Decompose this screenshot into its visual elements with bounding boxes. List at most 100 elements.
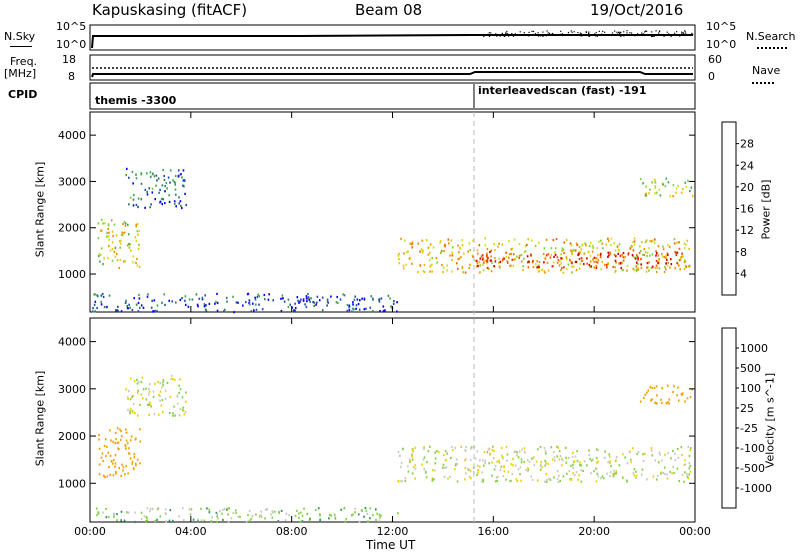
heatmap-cell — [248, 299, 251, 302]
heatmap-cell — [208, 508, 210, 511]
nsearch-dot — [616, 33, 619, 35]
heatmap-cell — [123, 260, 125, 263]
heatmap-cell — [593, 470, 595, 473]
heatmap-cell — [491, 261, 493, 264]
heatmap-cell — [403, 267, 405, 270]
heatmap-cell — [456, 458, 458, 461]
heatmap-cell — [431, 469, 434, 472]
heatmap-cell — [121, 231, 123, 234]
heatmap-cell — [664, 453, 666, 456]
heatmap-cell — [650, 399, 652, 402]
heatmap-cell — [543, 247, 546, 250]
heatmap-cell — [667, 181, 670, 184]
heatmap-cell — [687, 445, 689, 449]
heatmap-cell — [376, 512, 378, 515]
heatmap-cell — [232, 511, 235, 514]
heatmap-cell — [464, 466, 467, 470]
nsearch-dot — [547, 32, 549, 34]
heatmap-cell — [248, 509, 251, 513]
heatmap-cell — [255, 513, 257, 516]
heatmap-cell — [451, 259, 453, 262]
heatmap-cell — [661, 387, 664, 390]
heatmap-cell — [135, 261, 137, 264]
heatmap-cell — [204, 308, 207, 311]
heatmap-cell — [294, 514, 297, 517]
heatmap-cell — [267, 298, 270, 301]
heatmap-cell — [100, 253, 102, 256]
heatmap-cell — [578, 258, 581, 261]
heatmap-cell — [402, 264, 405, 267]
nsearch-dot — [508, 35, 510, 37]
heatmap-cell — [287, 305, 290, 309]
heatmap-cell — [127, 223, 129, 226]
heatmap-cell — [114, 431, 117, 434]
nsearch-dot — [681, 33, 683, 35]
heatmap-cell — [439, 251, 442, 255]
heatmap-cell — [488, 447, 491, 450]
heatmap-cell — [102, 222, 104, 225]
heatmap-cell — [558, 474, 560, 477]
heatmap-cell — [588, 244, 591, 248]
heatmap-cell — [237, 515, 240, 518]
heatmap-cell — [168, 519, 171, 522]
heatmap-cell — [564, 446, 567, 449]
heatmap-cell — [164, 397, 167, 400]
heatmap-cell — [513, 258, 515, 261]
heatmap-cell — [263, 293, 266, 297]
heatmap-cell — [489, 452, 491, 455]
heatmap-cell — [169, 395, 172, 398]
heatmap-cell — [144, 188, 147, 191]
heatmap-cell — [436, 261, 438, 264]
heatmap-cell — [355, 304, 358, 307]
heatmap-cell — [682, 255, 684, 258]
heatmap-cell — [561, 457, 563, 460]
heatmap-cell — [570, 464, 572, 467]
heatmap-cell — [443, 475, 446, 478]
heatmap-cell — [118, 466, 120, 470]
heatmap-cell — [654, 186, 657, 189]
heatmap-cell — [431, 479, 434, 482]
heatmap-cell — [222, 518, 224, 521]
heatmap-cell — [327, 301, 330, 304]
heatmap-cell — [465, 445, 467, 449]
heatmap-cell — [422, 458, 425, 461]
x-tick-label: 12:00 — [377, 525, 409, 538]
heatmap-cell — [150, 306, 153, 309]
heatmap-cell — [102, 511, 104, 514]
heatmap-cell — [557, 480, 560, 484]
heatmap-cell — [343, 294, 346, 297]
nsky-panel-frame — [89, 24, 696, 51]
heatmap-cell — [595, 260, 597, 263]
heatmap-cell — [646, 266, 648, 269]
heatmap-cell — [472, 239, 474, 242]
heatmap-cell — [142, 306, 145, 309]
heatmap-cell — [649, 240, 651, 243]
nsearch-dot — [537, 32, 539, 34]
heatmap-cell — [549, 256, 552, 259]
heatmap-cell — [441, 466, 444, 469]
nsearch-dot — [679, 35, 681, 37]
heatmap-cell — [531, 239, 533, 242]
heatmap-cell — [120, 474, 122, 478]
heatmap-cell — [100, 303, 103, 306]
heatmap-cell — [635, 270, 638, 273]
heatmap-cell — [254, 296, 256, 299]
heatmap-cell — [126, 304, 128, 308]
heatmap-cell — [114, 442, 116, 445]
nsearch-dot — [573, 31, 575, 33]
heatmap-cell — [172, 519, 174, 522]
heatmap-cell — [140, 198, 143, 201]
heatmap-cell — [515, 450, 517, 453]
heatmap-cell — [666, 477, 669, 480]
heatmap-cell — [359, 299, 361, 302]
heatmap-cell — [486, 451, 489, 454]
heatmap-cell — [226, 507, 229, 510]
heatmap-cell — [131, 460, 134, 463]
heatmap-cell — [608, 453, 611, 456]
heatmap-cell — [621, 261, 623, 264]
heatmap-cell — [569, 258, 571, 261]
heatmap-cell — [261, 308, 264, 311]
heatmap-cell — [433, 478, 436, 481]
heatmap-cell — [688, 454, 691, 458]
